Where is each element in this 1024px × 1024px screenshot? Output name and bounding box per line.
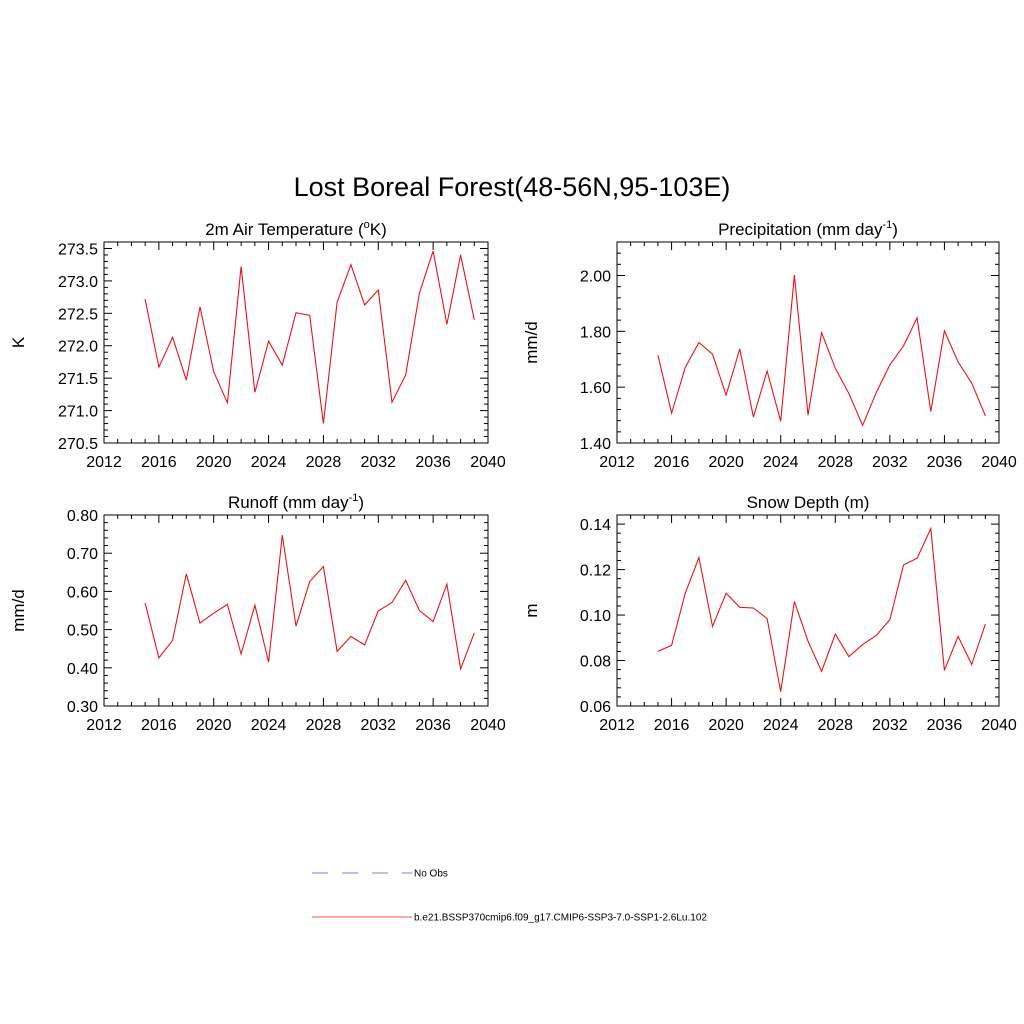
x-tick-label: 2036 <box>415 717 451 734</box>
y-tick-label: 272.5 <box>58 306 98 323</box>
x-tick-label: 2040 <box>470 717 506 734</box>
plot-frame-runoff <box>103 514 489 707</box>
x-tick-label: 2024 <box>251 454 287 471</box>
y-tick-label: 0.12 <box>580 563 611 580</box>
y-axis-label: K <box>9 336 28 348</box>
panel-air-temperature: 2012 2016 2020 2024 2028 2032 2036 2040 270.5 271… <box>9 219 506 471</box>
panel-title: Precipitation (mm day-1) <box>718 219 898 239</box>
y-axis-label: m <box>522 603 541 617</box>
x-tick-label: 2028 <box>817 454 853 471</box>
y-tick-label: 273.5 <box>58 241 98 258</box>
x-tick-label: 2012 <box>86 717 122 734</box>
x-tick-label: 2020 <box>708 717 744 734</box>
x-tick-label: 2036 <box>415 454 451 471</box>
panel-title: 2m Air Temperature (oK) <box>205 219 387 239</box>
y-tick-label: 2.00 <box>580 269 611 286</box>
x-tick-label: 2024 <box>763 717 799 734</box>
y-tick-label: 1.60 <box>580 380 611 397</box>
y-tick-label: 273.0 <box>58 274 98 291</box>
x-tick-label: 2012 <box>599 717 635 734</box>
x-tick-label: 2032 <box>360 454 396 471</box>
y-tick-label: 0.70 <box>67 546 98 563</box>
series-line-snow-depth <box>657 526 986 692</box>
panel-title: Snow Depth (m) <box>747 493 870 512</box>
legend-label-model-run: b.e21.BSSP370cmip6.f09_g17.CMIP6-SSP3-7.… <box>414 913 707 924</box>
y-tick-label: 270.5 <box>58 436 98 453</box>
x-tick-label: 2020 <box>196 717 232 734</box>
y-tick-label: 0.08 <box>580 654 611 671</box>
y-tick-label: 0.30 <box>67 699 98 716</box>
y-tick-label: 1.40 <box>580 436 611 453</box>
panel-title-main: Precipitation (mm day <box>718 220 883 239</box>
panel-title-main: Snow Depth (m) <box>747 493 870 512</box>
x-tick-label: 2040 <box>981 717 1017 734</box>
x-tick-label: 2012 <box>599 454 635 471</box>
x-tick-label: 2016 <box>654 717 690 734</box>
x-tick-label: 2040 <box>981 454 1017 471</box>
y-tick-label: 272.0 <box>58 339 98 356</box>
y-tick-label: 271.0 <box>58 404 98 421</box>
y-tick-label: 1.80 <box>580 324 611 341</box>
plot-frame-snow-depth <box>616 514 1000 707</box>
panel-title-superscript: o <box>364 219 370 231</box>
panel-runoff: 2012 2016 2020 2024 2028 2032 2036 2040 0.30 0.40… <box>9 492 506 734</box>
legend-label-no-obs: No Obs <box>414 869 448 880</box>
panel-title-main: Runoff (mm day <box>228 493 349 512</box>
x-tick-label: 2036 <box>927 717 963 734</box>
y-tick-label: 0.40 <box>67 661 98 678</box>
panel-title-main: 2m Air Temperature ( <box>205 220 364 239</box>
y-tick-label: 0.10 <box>580 608 611 625</box>
x-tick-label: 2024 <box>763 454 799 471</box>
panel-title-superscript: -1 <box>882 219 892 231</box>
y-axis-label: mm/d <box>522 321 541 364</box>
x-tick-label: 2040 <box>470 454 506 471</box>
x-tick-label: 2028 <box>306 717 342 734</box>
panel-title-superscript: -1 <box>349 492 359 504</box>
legend: No Obs b.e21.BSSP370cmip6.f09_g17.CMIP6-… <box>312 869 707 924</box>
y-tick-label: 0.60 <box>67 584 98 601</box>
x-tick-label: 2024 <box>251 717 287 734</box>
x-tick-label: 2032 <box>360 717 396 734</box>
panel-title-suffix: ) <box>358 493 364 512</box>
series-line-runoff <box>144 535 475 672</box>
x-tick-label: 2016 <box>654 454 690 471</box>
y-tick-label: 0.50 <box>67 623 98 640</box>
series-line-air-temperature <box>144 250 475 424</box>
panel-title-suffix: ) <box>892 220 898 239</box>
x-tick-label: 2028 <box>306 454 342 471</box>
y-tick-label: 0.14 <box>580 517 611 534</box>
series-line-precipitation <box>657 274 986 427</box>
x-tick-label: 2028 <box>817 717 853 734</box>
x-tick-label: 2016 <box>141 454 177 471</box>
x-tick-label: 2016 <box>141 717 177 734</box>
plot-frame-air-temperature <box>103 241 489 444</box>
x-tick-label: 2036 <box>927 454 963 471</box>
figure-title: Lost Boreal Forest(48-56N,95-103E) <box>294 172 731 202</box>
panel-title-suffix: K) <box>370 220 387 239</box>
x-tick-label: 2032 <box>872 717 908 734</box>
x-tick-label: 2020 <box>708 454 744 471</box>
y-tick-label: 0.80 <box>67 508 98 525</box>
y-tick-label: 0.06 <box>580 699 611 716</box>
panel-snow-depth: 2012 2016 2020 2024 2028 2032 2036 2040 0.06 0.08… <box>522 493 1017 734</box>
x-tick-label: 2020 <box>196 454 232 471</box>
y-tick-label: 271.5 <box>58 371 98 388</box>
panel-title: Runoff (mm day-1) <box>228 492 364 512</box>
x-tick-label: 2032 <box>872 454 908 471</box>
y-axis-label: mm/d <box>9 589 28 632</box>
x-tick-label: 2012 <box>86 454 122 471</box>
panel-precipitation: 2012 2016 2020 2024 2028 2032 2036 2040 1.40 1.60… <box>522 219 1017 471</box>
